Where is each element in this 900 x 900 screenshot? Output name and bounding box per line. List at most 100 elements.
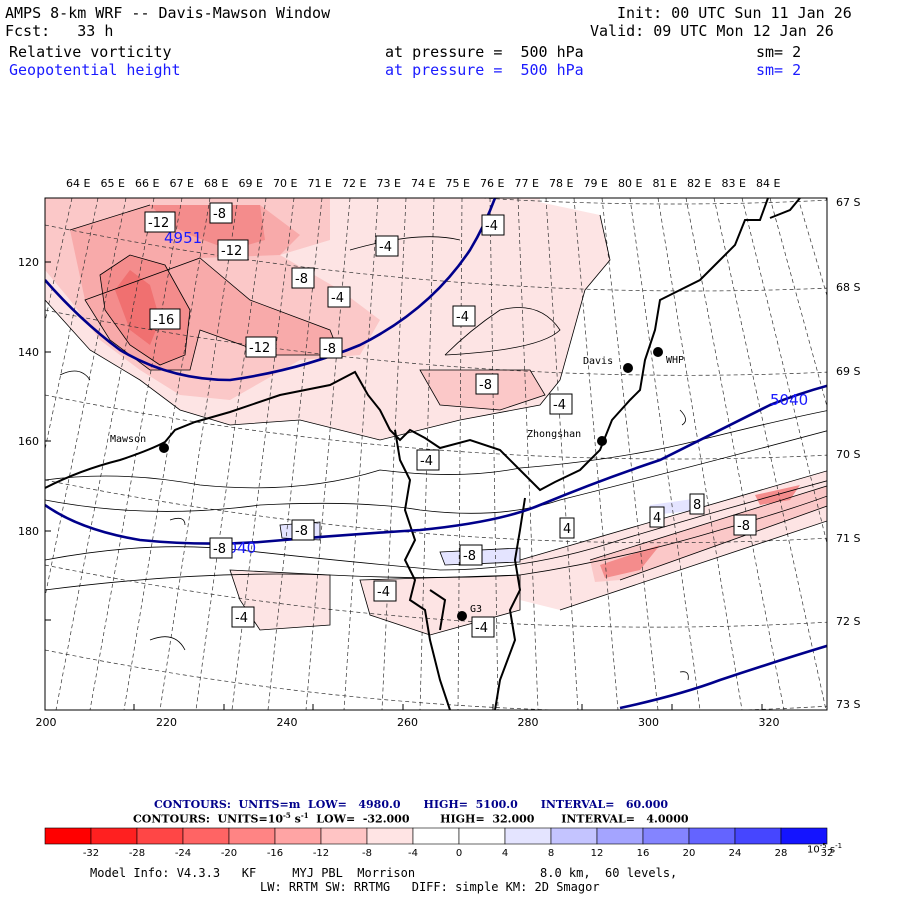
station-whp-marker xyxy=(653,347,663,357)
model-title: AMPS 8-km WRF -- Davis-Mawson Window xyxy=(5,4,331,22)
field1-name: Relative vorticity xyxy=(9,43,172,61)
svg-text:-4: -4 xyxy=(485,219,498,234)
longitude-label: 77 E xyxy=(514,177,539,190)
colorbar-swatch xyxy=(274,827,322,845)
model-info: Model Info: V4.3.3 KF MYJ PBL Morrison xyxy=(90,866,416,880)
vorticity-label: -12 xyxy=(217,239,249,261)
station-markers xyxy=(159,347,663,621)
vorticity-contours xyxy=(45,204,827,681)
vorticity-label: -4 xyxy=(416,449,440,471)
x-axis-label: 220 xyxy=(156,716,177,729)
vorticity-label: -8 xyxy=(291,519,315,541)
height-label: 4951 xyxy=(164,229,202,247)
longitude-label: 68 E xyxy=(204,177,229,190)
svg-text:-8: -8 xyxy=(323,342,336,357)
field1-smoothing: sm= 2 xyxy=(756,43,802,61)
longitude-label: 75 E xyxy=(445,177,470,190)
longitude-label: 78 E xyxy=(549,177,574,190)
colorbar-swatch xyxy=(412,827,460,845)
colorbar-swatch xyxy=(182,827,230,845)
colorbar-label: -20 xyxy=(220,848,238,859)
station-label: Zhongshan xyxy=(527,429,581,440)
svg-text:-8: -8 xyxy=(479,378,492,393)
y-axis-label: 140 xyxy=(18,346,39,359)
field2-smoothing: sm= 2 xyxy=(756,61,802,79)
longitude-label: 69 E xyxy=(238,177,263,190)
colorbar-swatch xyxy=(136,827,184,845)
field1-level: at pressure = 500 hPa xyxy=(385,43,584,61)
colorbar-swatch xyxy=(780,827,828,845)
station-davis-marker xyxy=(623,363,633,373)
colorbar-label: -16 xyxy=(266,848,284,859)
longitude-label: 82 E xyxy=(687,177,712,190)
svg-text:-12: -12 xyxy=(148,216,169,231)
longitude-label: 83 E xyxy=(721,177,746,190)
vorticity-label: -8 xyxy=(733,514,757,536)
colorbar-swatch xyxy=(596,827,644,845)
latitude-label: 70 S xyxy=(836,448,861,461)
colorbar-swatch xyxy=(366,827,414,845)
station-mawson-marker xyxy=(159,443,169,453)
longitude-label: 80 E xyxy=(618,177,643,190)
svg-text:-12: -12 xyxy=(249,341,270,356)
vorticity-label: -4 xyxy=(471,616,495,638)
colorbar-swatch xyxy=(320,827,368,845)
vorticity-label: -8 xyxy=(291,267,315,289)
colorbar-label: 8 xyxy=(547,848,555,859)
x-axis-label: 200 xyxy=(35,716,57,729)
field2-name: Geopotential height xyxy=(9,61,181,79)
longitude-label: 72 E xyxy=(342,177,367,190)
longitude-label: 79 E xyxy=(583,177,608,190)
longitude-label: 74 E xyxy=(411,177,436,190)
svg-text:-8: -8 xyxy=(463,549,476,564)
station-label: WHP xyxy=(666,355,684,366)
colorbar-label: 20 xyxy=(682,848,696,859)
colorbar-label: 32 xyxy=(820,848,834,859)
colorbar-label: 24 xyxy=(728,848,742,859)
vorticity-label: -4 xyxy=(481,214,505,236)
station-label: Davis xyxy=(583,356,613,367)
svg-text:-4: -4 xyxy=(379,240,392,255)
colorbar-label: -8 xyxy=(362,848,372,859)
field2-level: at pressure = 500 hPa xyxy=(385,61,584,79)
latitude-label: 68 S xyxy=(836,281,861,294)
longitude-label: 73 E xyxy=(376,177,401,190)
colorbar-swatch xyxy=(458,827,506,845)
station-g3-marker xyxy=(457,611,467,621)
vorticity-label: -4 xyxy=(327,286,351,308)
model-physics: LW: RRTM SW: RRTMG DIFF: simple KM: 2D S… xyxy=(260,880,600,894)
vorticity-label: -16 xyxy=(149,308,181,330)
svg-text:-8: -8 xyxy=(295,524,308,539)
colorbar-label: -32 xyxy=(82,848,100,859)
colorbar-swatch xyxy=(734,827,782,845)
svg-text:-8: -8 xyxy=(213,542,226,557)
svg-text:-16: -16 xyxy=(153,313,174,328)
vorticity-label: -4 xyxy=(373,580,397,602)
vorticity-label: -12 xyxy=(144,211,176,233)
valid-time: Valid: 09 UTC Mon 12 Jan 26 xyxy=(590,22,834,40)
svg-text:4: 4 xyxy=(563,522,571,537)
colorbar-swatch xyxy=(90,827,138,845)
vorticity-label: -4 xyxy=(231,606,255,628)
y-axis-label: 120 xyxy=(18,256,39,269)
y-axis-label: 180 xyxy=(18,525,39,538)
longitude-label: 81 E xyxy=(652,177,677,190)
plot-frame xyxy=(44,197,828,711)
colorbar-label: 16 xyxy=(636,848,650,859)
colorbar-label: 4 xyxy=(501,848,509,859)
latitude-label: 71 S xyxy=(836,532,861,545)
colorbar-unit: 10-5 s-1 xyxy=(807,842,843,856)
x-axis-label: 260 xyxy=(397,716,418,729)
svg-text:-4: -4 xyxy=(420,454,433,469)
svg-text:-4: -4 xyxy=(553,398,566,413)
axis-ticks xyxy=(44,261,763,710)
vorticity-label: -4 xyxy=(375,235,399,257)
latitude-label: 73 S xyxy=(836,698,861,711)
coastline xyxy=(45,198,801,710)
latitude-label: 67 S xyxy=(836,196,861,209)
vorticity-label: -8 xyxy=(209,202,233,224)
longitude-label: 67 E xyxy=(169,177,194,190)
svg-text:-12: -12 xyxy=(221,244,242,259)
station-label: G3 xyxy=(470,604,482,615)
